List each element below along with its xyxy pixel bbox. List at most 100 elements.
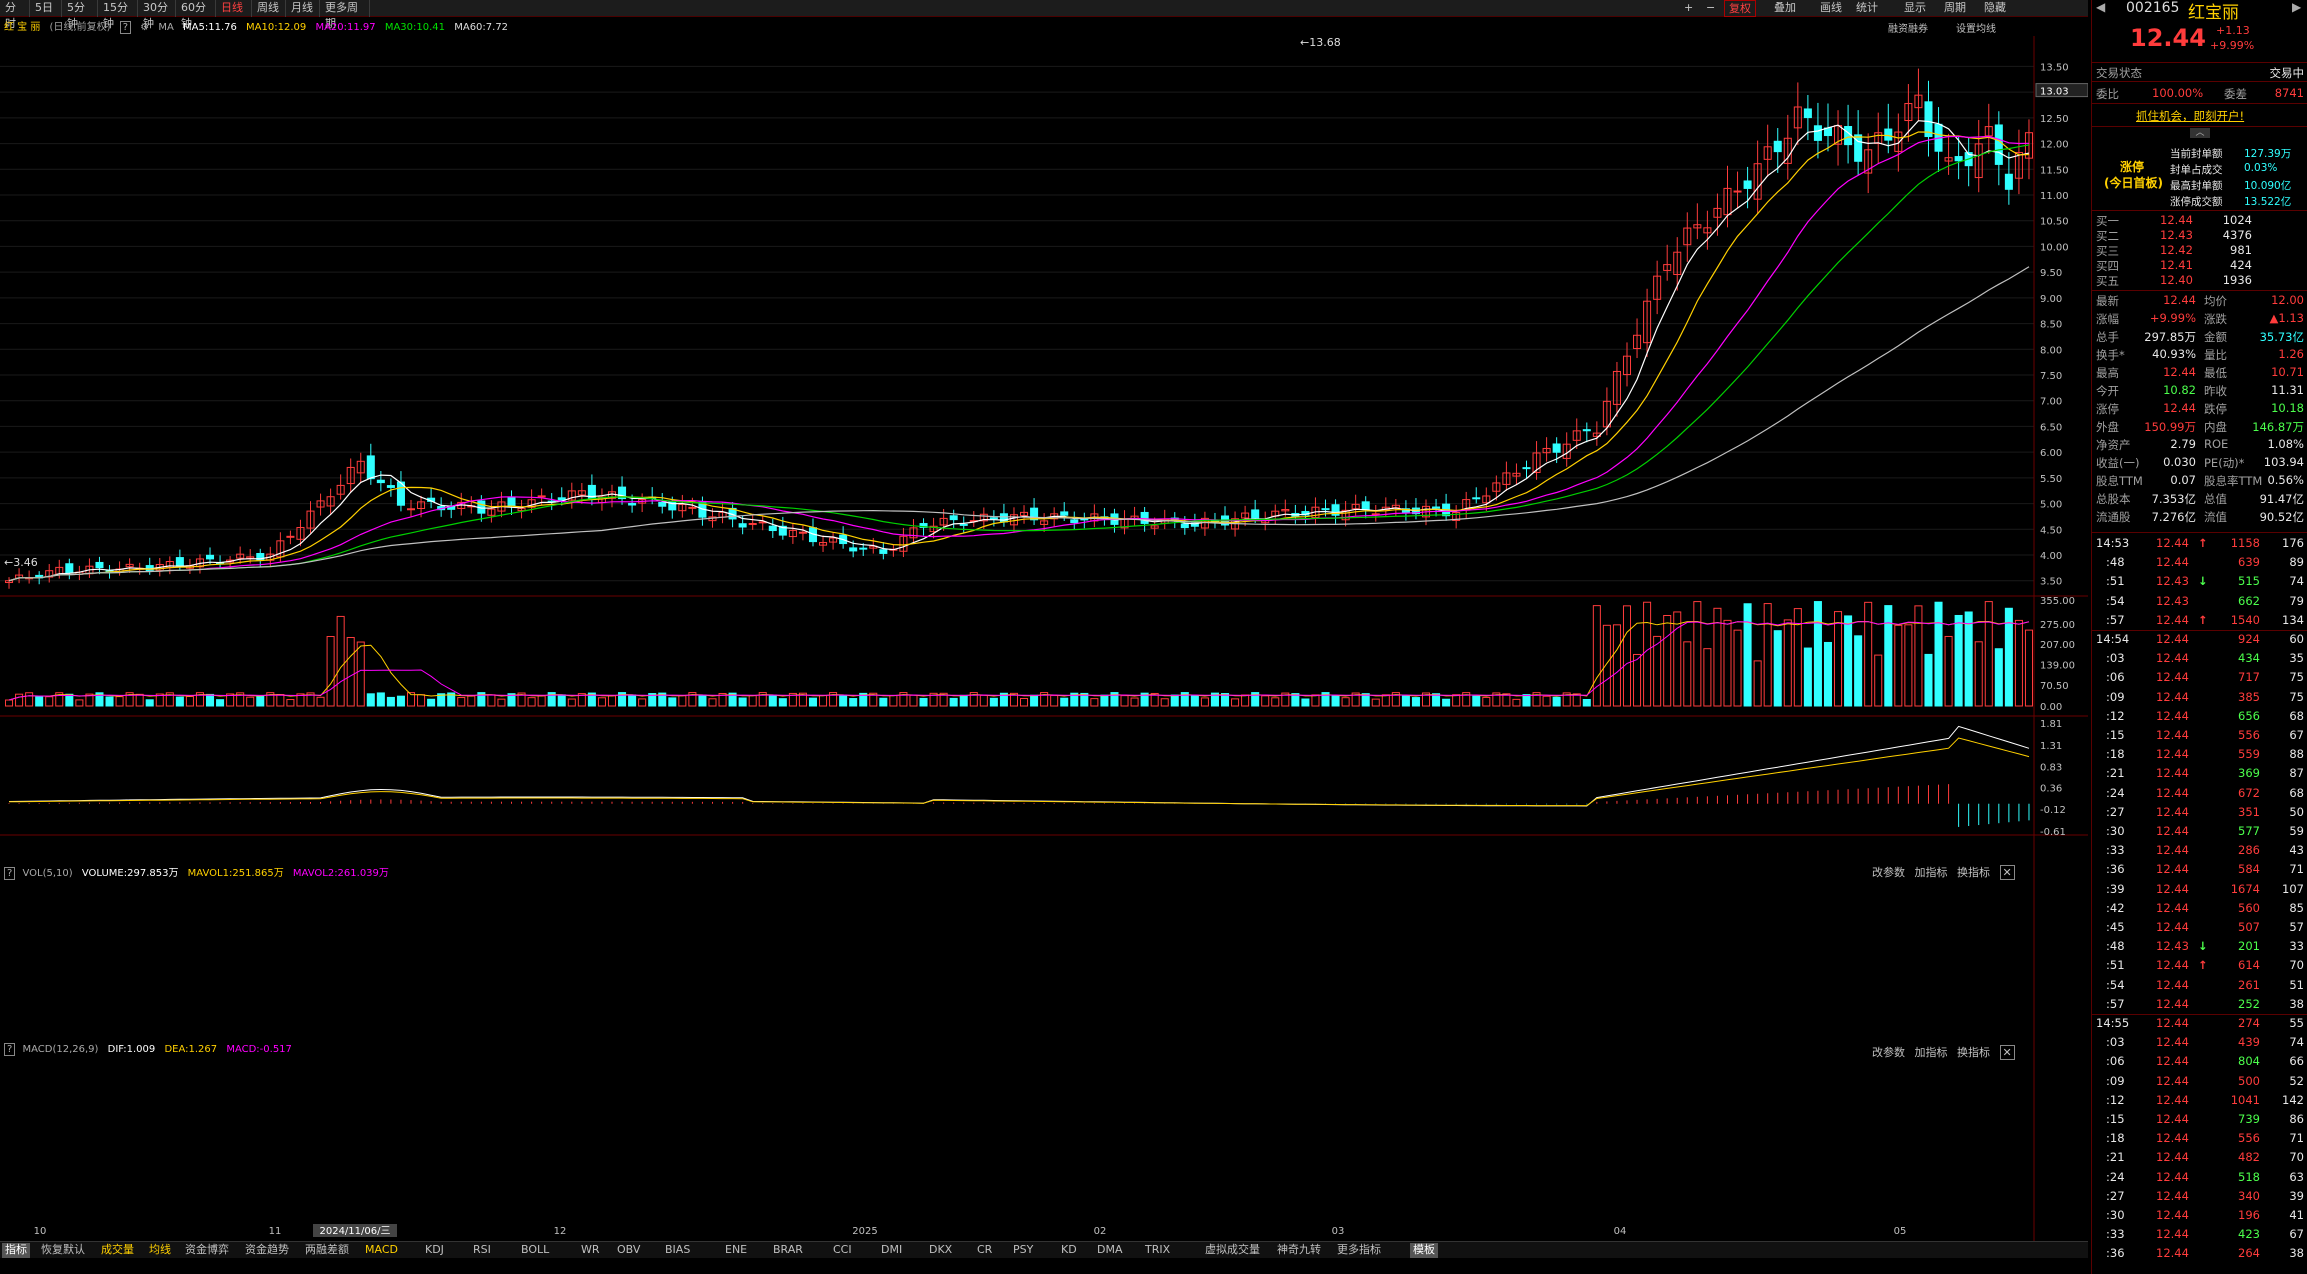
indicator-tab-20[interactable]: PSY bbox=[1013, 1243, 1034, 1256]
indicator-tab-4[interactable]: 资金博弈 bbox=[185, 1243, 229, 1256]
volume-bar bbox=[527, 697, 536, 707]
macd-header: ? MACD(12,26,9) DIF:1.009 DEA:1.267 MACD… bbox=[0, 1043, 292, 1058]
period-tab-7[interactable]: 周线 bbox=[252, 0, 286, 17]
period-tab-6[interactable]: 日线 bbox=[216, 0, 252, 17]
prev-stock-icon[interactable]: ◀ bbox=[2096, 0, 2106, 14]
indicator-tab-12[interactable]: OBV bbox=[617, 1243, 641, 1256]
candle-body bbox=[1924, 101, 1933, 138]
period-tab-9[interactable]: 更多周期 bbox=[320, 0, 370, 30]
indicator-tab-1[interactable]: 恢复默认 bbox=[41, 1243, 85, 1256]
help-icon[interactable]: ? bbox=[4, 1043, 16, 1056]
indicator-tab-10[interactable]: BOLL bbox=[521, 1243, 550, 1256]
indicator-tab-21[interactable]: KD bbox=[1061, 1243, 1077, 1256]
help-icon[interactable]: ? bbox=[4, 867, 16, 880]
indicator-tab-17[interactable]: DMI bbox=[881, 1243, 903, 1256]
candle-body bbox=[1482, 495, 1491, 504]
volume-bar bbox=[1693, 601, 1702, 707]
add-indicator-button[interactable]: 加指标 bbox=[1914, 1046, 1948, 1059]
indicator-tab-11[interactable]: WR bbox=[581, 1243, 600, 1256]
set-ma-link[interactable]: 设置均线 bbox=[1956, 24, 1996, 35]
tick-price: 12.44 bbox=[2156, 1227, 2189, 1242]
volume-bar bbox=[256, 695, 265, 707]
tick-row: :54 12.44 261 51 bbox=[2092, 978, 2307, 993]
tick-price: 12.44 bbox=[2156, 824, 2189, 838]
indicator-tab-22[interactable]: DMA bbox=[1097, 1243, 1123, 1256]
add-indicator-button[interactable]: 加指标 bbox=[1914, 866, 1948, 879]
volume-bar bbox=[1633, 653, 1642, 707]
candle-body bbox=[1663, 264, 1672, 271]
tick-price: 12.44 bbox=[2156, 1169, 2189, 1184]
tick-price: 12.44 bbox=[2156, 728, 2189, 742]
ma-label: MA bbox=[158, 22, 174, 33]
stat-value: 12.44 bbox=[2163, 293, 2196, 307]
trade-status: 交易中 bbox=[2269, 66, 2305, 80]
indicator-tab-27[interactable]: 模板 bbox=[1410, 1243, 1438, 1258]
volume-bar bbox=[1331, 695, 1340, 707]
indicator-tab-7[interactable]: MACD bbox=[365, 1243, 398, 1256]
indicator-tab-2[interactable]: 成交量 bbox=[101, 1243, 134, 1256]
indicator-tab-3[interactable]: 均线 bbox=[149, 1243, 171, 1256]
candle-body bbox=[949, 515, 958, 521]
indicator-tab-18[interactable]: DKX bbox=[929, 1243, 953, 1256]
stat-label: 均价 bbox=[2204, 294, 2227, 308]
period-tab-8[interactable]: 月线 bbox=[286, 0, 320, 17]
tick-time: :12 bbox=[2106, 1092, 2125, 1107]
expand-chevron-icon[interactable]: ︿ bbox=[2190, 128, 2210, 138]
edit-params-button[interactable]: 改参数 bbox=[1872, 866, 1905, 879]
open-account-promo[interactable]: 抓住机会，即刻开户! bbox=[2136, 109, 2245, 123]
indicator-tab-9[interactable]: RSI bbox=[473, 1243, 491, 1256]
stat-label: 总值 bbox=[2204, 492, 2227, 506]
toolbar-button-5[interactable]: 统计 bbox=[1856, 1, 1878, 14]
period-tab-0[interactable]: 分时 bbox=[0, 0, 30, 30]
indicator-tab-15[interactable]: BRAR bbox=[773, 1243, 803, 1256]
indicator-tab-13[interactable]: BIAS bbox=[665, 1243, 691, 1256]
toolbar-button-1[interactable]: − bbox=[1706, 1, 1716, 14]
indicator-tab-0[interactable]: 指标 bbox=[2, 1243, 30, 1258]
event-star: * bbox=[1077, 36, 1083, 39]
candle-body bbox=[95, 561, 104, 569]
indicator-tab-5[interactable]: 资金趋势 bbox=[245, 1243, 289, 1256]
toolbar-button-6[interactable]: 显示 bbox=[1904, 1, 1926, 14]
indicator-tab-14[interactable]: ENE bbox=[725, 1243, 748, 1256]
volume-bar bbox=[1914, 605, 1923, 707]
kline-chart[interactable]: ******************** ←13.68←3.4613.5013.… bbox=[0, 36, 2088, 1241]
indicator-tab-26[interactable]: 更多指标 bbox=[1337, 1243, 1381, 1256]
indicator-tab-6[interactable]: 两融差额 bbox=[305, 1243, 349, 1256]
dea-value: DEA:1.267 bbox=[164, 1044, 218, 1055]
tick-row: 14:55 12.44 274 55 bbox=[2092, 1016, 2307, 1031]
switch-indicator-button[interactable]: 换指标 bbox=[1957, 866, 1990, 879]
toolbar-button-0[interactable]: + bbox=[1684, 1, 1694, 14]
volume-bar bbox=[1120, 695, 1129, 707]
help-icon[interactable]: ? bbox=[119, 21, 132, 34]
volume-bar bbox=[889, 694, 898, 707]
period-tab-1[interactable]: 5日 bbox=[30, 0, 62, 17]
macd-tick: 0.36 bbox=[2040, 784, 2062, 795]
edit-params-button[interactable]: 改参数 bbox=[1872, 1046, 1905, 1059]
margin-trading-link[interactable]: 融资融券 bbox=[1888, 24, 1928, 35]
switch-indicator-button[interactable]: 换指标 bbox=[1957, 1046, 1990, 1059]
candle-body bbox=[537, 495, 546, 498]
period-tab-3[interactable]: 15分钟 bbox=[98, 0, 138, 30]
indicator-tab-8[interactable]: KDJ bbox=[425, 1243, 444, 1256]
indicator-tab-24[interactable]: 虚拟成交量 bbox=[1205, 1243, 1260, 1256]
volume-bar bbox=[819, 695, 828, 707]
tick-time: :03 bbox=[2106, 1035, 2125, 1050]
toolbar-button-8[interactable]: 隐藏 bbox=[1984, 1, 2006, 14]
volume-bar bbox=[1773, 630, 1782, 707]
close-icon[interactable]: ✕ bbox=[1999, 865, 2015, 880]
volume-bar bbox=[1030, 694, 1039, 707]
gear-icon[interactable]: ⚙ bbox=[140, 22, 150, 33]
period-tab-2[interactable]: 5分钟 bbox=[62, 0, 98, 30]
indicator-tab-25[interactable]: 神奇九转 bbox=[1277, 1243, 1321, 1256]
close-icon[interactable]: ✕ bbox=[1999, 1045, 2015, 1060]
toolbar-button-4[interactable]: 画线 bbox=[1820, 1, 1842, 14]
indicator-tab-19[interactable]: CR bbox=[977, 1243, 993, 1256]
toolbar-button-7[interactable]: 周期 bbox=[1944, 1, 1966, 14]
toolbar-button-2[interactable]: 复权 bbox=[1724, 0, 1756, 17]
indicator-tab-23[interactable]: TRIX bbox=[1145, 1243, 1171, 1256]
period-tab-5[interactable]: 60分钟 bbox=[176, 0, 216, 30]
next-stock-icon[interactable]: ▶ bbox=[2292, 0, 2302, 14]
period-tab-4[interactable]: 30分钟 bbox=[138, 0, 176, 30]
indicator-tab-16[interactable]: CCI bbox=[833, 1243, 852, 1256]
toolbar-button-3[interactable]: 叠加 bbox=[1774, 1, 1796, 14]
